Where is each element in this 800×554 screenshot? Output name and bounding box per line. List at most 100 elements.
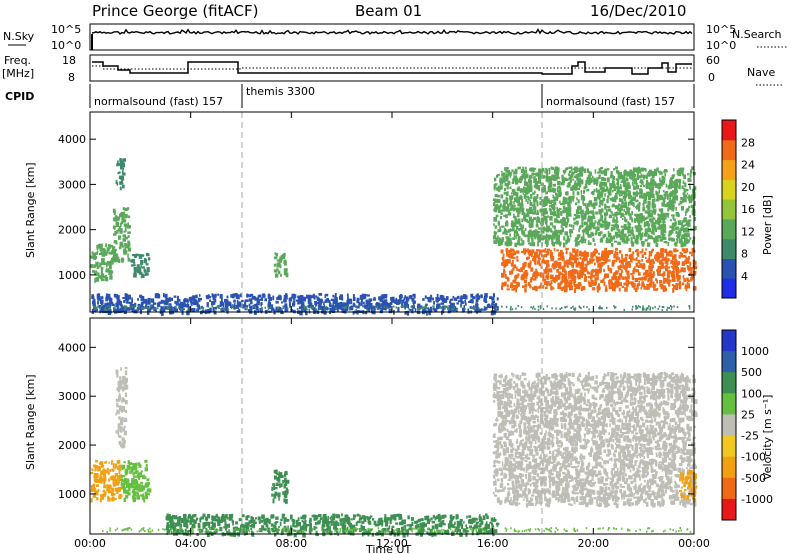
scatter-cell-4 [259,528,263,533]
scatter-cell-6 [570,186,574,191]
scatter-cell-6 [625,206,629,211]
power-colorbar-cell [722,179,736,200]
scatter-cell-6 [659,238,663,242]
scatter-cell-6 [557,220,560,224]
scatter-cell-6 [551,167,555,170]
scatter-cell-7 [556,249,559,252]
scatter-cell-6 [644,196,647,201]
scatter-cell-1 [113,225,116,230]
scatter-cell-1 [113,252,116,257]
scatter-cell-6 [639,214,643,218]
scatter-cell-6 [652,237,655,240]
scatter-cell-6 [663,176,666,181]
scatter-cell-6 [515,177,519,182]
scatter-cell-4 [417,520,421,523]
scatter-cell-2 [121,162,125,168]
scatter-cell-6 [558,207,562,211]
scatter-cell-7 [632,276,635,281]
scatter-cell-5 [147,310,150,315]
scatter-cell-6 [576,197,578,201]
scatter-cell-4 [232,532,237,537]
scatter-cell-7 [595,258,599,262]
scatter-cell-6 [662,222,665,227]
scatter-cell-7 [575,270,579,273]
scatter-cell-6 [519,178,523,181]
scatter-cell-4 [395,522,399,525]
scatter-cell-5 [337,305,340,309]
scatter-cell-6 [639,225,642,230]
scatter-cell-6 [588,180,591,186]
scatter-cell-7 [545,275,548,279]
scatter-cell-6 [509,175,512,178]
scatter-cell-6 [688,199,692,204]
scatter-cell-7 [685,288,688,292]
scatter-cell-7 [560,249,563,255]
scatter-speck [670,308,673,311]
scatter-speck [670,305,672,307]
scatter-cell-5 [496,297,499,301]
scatter-cell-6 [617,229,621,233]
scatter-cell-6 [526,211,530,217]
scatter-cell-5 [258,298,260,304]
scatter-cell-6 [581,222,584,228]
scatter-cell-6 [534,235,536,240]
scatter-cell-7 [685,257,689,262]
scatter-cell-7 [636,283,641,286]
scatter-cell-7 [575,262,579,268]
scatter-cell-5 [118,309,122,313]
scatter-cell-7 [566,284,570,288]
scatter-cell-6 [517,239,520,245]
scatter-cell-5 [100,308,103,312]
scatter-cell-5 [406,310,410,316]
scatter-cell-6 [543,189,546,193]
scatter-cell-6 [647,210,651,214]
scatter-cell-4 [274,522,278,525]
scatter-cell-6 [597,223,601,226]
scatter-cell-0 [99,479,103,483]
scatter-cell-0 [112,476,116,481]
scatter-cell-7 [567,271,571,276]
scatter-cell-0 [93,257,97,260]
scatter-cell-7 [690,267,693,270]
scatter-cell-7 [564,262,567,268]
scatter-cell-5 [364,310,368,315]
scatter-cell-7 [668,253,672,257]
scatter-cell-6 [549,204,553,208]
scatter-cell-7 [582,286,586,291]
scatter-cell-0 [119,486,123,490]
scatter-cell-4 [424,523,427,527]
scatter-cell-6 [656,219,660,225]
scatter-cell-7 [552,267,556,270]
scatter-cell-6 [598,211,601,215]
scatter-cell-6 [618,211,622,216]
scatter-cell-6 [533,178,537,183]
scatter-cell-5 [475,294,479,298]
scatter-cell-6 [686,233,690,238]
scatter-cell-7 [590,279,594,285]
scatter-cell-6 [667,214,669,218]
scatter-cell-5 [352,294,355,298]
scatter-cell-5 [426,310,428,316]
scatter-cell-6 [644,232,648,237]
scatter-cell-6 [653,217,656,220]
scatter-cell-7 [522,285,525,288]
scatter-cell-7 [545,286,548,289]
scatter-cell-7 [625,282,629,287]
scatter-cell-7 [503,259,507,262]
scatter-cell-6 [525,218,527,221]
scatter-cell-6 [667,241,669,247]
scatter-cell-6 [675,183,679,188]
scatter-cell-7 [649,283,653,287]
scatter-cell-7 [542,277,545,282]
scatter-cell-5 [140,296,143,300]
scatter-speck [661,305,664,308]
scatter-cell-6 [517,233,520,238]
scatter-speck [532,305,535,308]
scatter-cell-6 [511,224,514,228]
scatter-cell-7 [682,274,685,279]
scatter-cell-4 [381,523,384,527]
scatter-cell-6 [619,190,624,195]
scatter-cell-6 [566,209,570,215]
scatter-cell-4 [292,519,296,525]
scatter-cell-7 [547,274,550,278]
